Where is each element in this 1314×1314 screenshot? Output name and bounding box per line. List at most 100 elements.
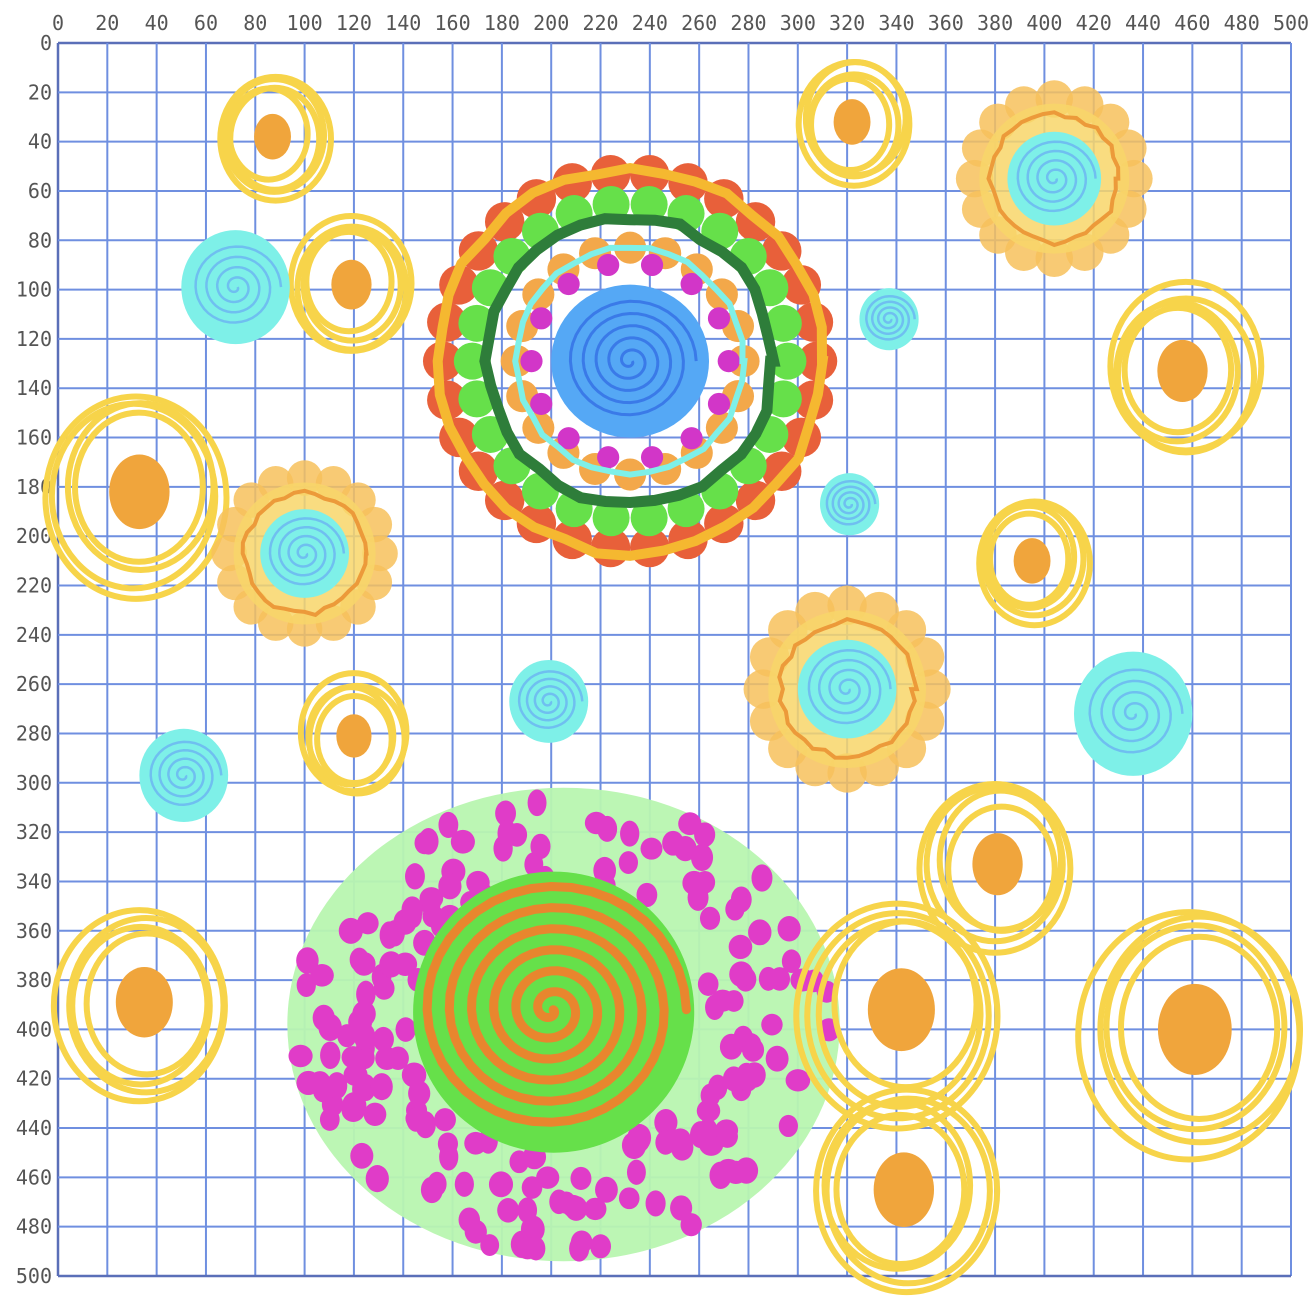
orange-core bbox=[109, 454, 170, 530]
magenta-petal bbox=[597, 253, 620, 277]
y-tick-label: 100 bbox=[16, 278, 52, 302]
green-petal bbox=[458, 380, 496, 418]
magenta-petal bbox=[640, 253, 664, 277]
x-tick-label: 60 bbox=[194, 11, 218, 35]
magenta-petal bbox=[530, 392, 553, 416]
magenta-dot bbox=[466, 870, 490, 895]
magenta-dot bbox=[714, 1119, 739, 1142]
yellow-ring-flower bbox=[50, 907, 228, 1105]
magenta-dot bbox=[420, 1176, 443, 1204]
x-tick-label: 320 bbox=[829, 11, 865, 35]
magenta-dot bbox=[655, 1130, 676, 1155]
magenta-dot bbox=[438, 811, 459, 839]
magenta-dot bbox=[734, 1157, 759, 1184]
magenta-dot bbox=[438, 873, 462, 900]
magenta-dot bbox=[618, 1187, 640, 1210]
y-axis-ticks: 0204060801001201401601802002202402602803… bbox=[16, 31, 52, 1288]
x-tick-label: 300 bbox=[780, 11, 816, 35]
magenta-dot bbox=[319, 1108, 340, 1131]
magenta-dot bbox=[310, 964, 334, 987]
x-tick-label: 480 bbox=[1224, 11, 1260, 35]
y-tick-label: 160 bbox=[16, 426, 52, 450]
yellow-ring-stroke bbox=[50, 907, 228, 1105]
green-petal bbox=[630, 499, 668, 537]
y-tick-label: 20 bbox=[28, 80, 52, 104]
magenta-dot bbox=[654, 1108, 678, 1136]
orange-core bbox=[873, 1152, 935, 1227]
yellow-ring-stroke bbox=[813, 1086, 1001, 1296]
y-tick-label: 360 bbox=[16, 919, 52, 943]
magenta-dot bbox=[778, 1114, 798, 1138]
magenta-dot bbox=[414, 831, 435, 855]
y-tick-label: 60 bbox=[28, 179, 52, 203]
yellow-ring-stroke bbox=[1117, 933, 1281, 1122]
yellow-ring-stroke bbox=[815, 918, 984, 1110]
dark-green-ring bbox=[479, 213, 781, 509]
magenta-dot bbox=[724, 990, 744, 1012]
magenta-dot bbox=[741, 1038, 765, 1062]
magenta-petal bbox=[717, 350, 740, 373]
yellow-ring-flower bbox=[297, 670, 410, 797]
magenta-dot bbox=[751, 864, 773, 892]
cyan-spiral bbox=[149, 740, 223, 806]
magenta-dot bbox=[296, 973, 316, 998]
yellow-ring-stroke bbox=[987, 510, 1072, 608]
big-mandala bbox=[422, 154, 838, 568]
magenta-dot bbox=[458, 1207, 481, 1233]
x-tick-label: 120 bbox=[336, 11, 372, 35]
yellow-ring-flower bbox=[1075, 909, 1304, 1163]
y-tick-label: 500 bbox=[16, 1264, 52, 1288]
magenta-dot bbox=[437, 1132, 459, 1156]
green-petal bbox=[764, 380, 802, 418]
yellow-ring-stroke bbox=[1075, 909, 1303, 1163]
magenta-dot bbox=[379, 921, 399, 949]
magenta-dot bbox=[761, 1013, 783, 1036]
magenta-petal bbox=[597, 446, 620, 469]
dotted-flower-flower bbox=[955, 80, 1153, 278]
x-tick-label: 200 bbox=[533, 11, 569, 35]
green-petal bbox=[764, 304, 802, 342]
magenta-dot bbox=[395, 1017, 416, 1042]
magenta-dot bbox=[730, 886, 752, 913]
y-tick-label: 320 bbox=[16, 820, 52, 844]
magenta-dot bbox=[341, 1046, 365, 1069]
cyan-swirl-flower bbox=[139, 728, 229, 823]
magenta-dot bbox=[781, 949, 802, 974]
orange-core bbox=[254, 113, 291, 160]
magenta-dot bbox=[454, 1171, 474, 1197]
yellow-ring-flower bbox=[813, 1086, 1001, 1296]
magenta-dot bbox=[521, 1176, 543, 1199]
orange-core bbox=[115, 967, 173, 1038]
magenta-dot bbox=[419, 887, 444, 910]
magenta-petal bbox=[680, 427, 703, 450]
yellow-ring-stroke bbox=[42, 393, 230, 602]
magenta-dot bbox=[352, 952, 376, 976]
yellow-ring-stroke bbox=[804, 910, 992, 1122]
orange-core bbox=[331, 259, 372, 310]
magenta-dot bbox=[777, 916, 801, 942]
magenta-dot bbox=[595, 1176, 618, 1203]
y-tick-label: 440 bbox=[16, 1116, 52, 1140]
magenta-petal bbox=[640, 446, 664, 469]
y-tick-label: 300 bbox=[16, 771, 52, 795]
magenta-dot bbox=[636, 882, 658, 908]
x-tick-label: 260 bbox=[681, 11, 717, 35]
magenta-dot bbox=[694, 822, 716, 848]
yellow-ring-stroke bbox=[793, 900, 1001, 1132]
x-tick-label: 100 bbox=[287, 11, 323, 35]
yellow-ring-stroke bbox=[833, 1111, 968, 1268]
magenta-dot bbox=[527, 789, 547, 817]
magenta-dot bbox=[696, 1099, 721, 1123]
green-dotted-field bbox=[287, 787, 841, 1262]
magenta-dot bbox=[697, 972, 719, 996]
magenta-dot bbox=[356, 980, 376, 1008]
y-tick-label: 200 bbox=[16, 524, 52, 548]
cyan-spiral bbox=[517, 670, 584, 729]
magenta-dot bbox=[517, 1197, 538, 1224]
magenta-dot bbox=[341, 1099, 365, 1123]
magenta-dot bbox=[338, 917, 363, 944]
orange-ring bbox=[777, 616, 920, 760]
x-tick-label: 440 bbox=[1125, 11, 1161, 35]
yellow-ring-stroke bbox=[1121, 304, 1235, 436]
